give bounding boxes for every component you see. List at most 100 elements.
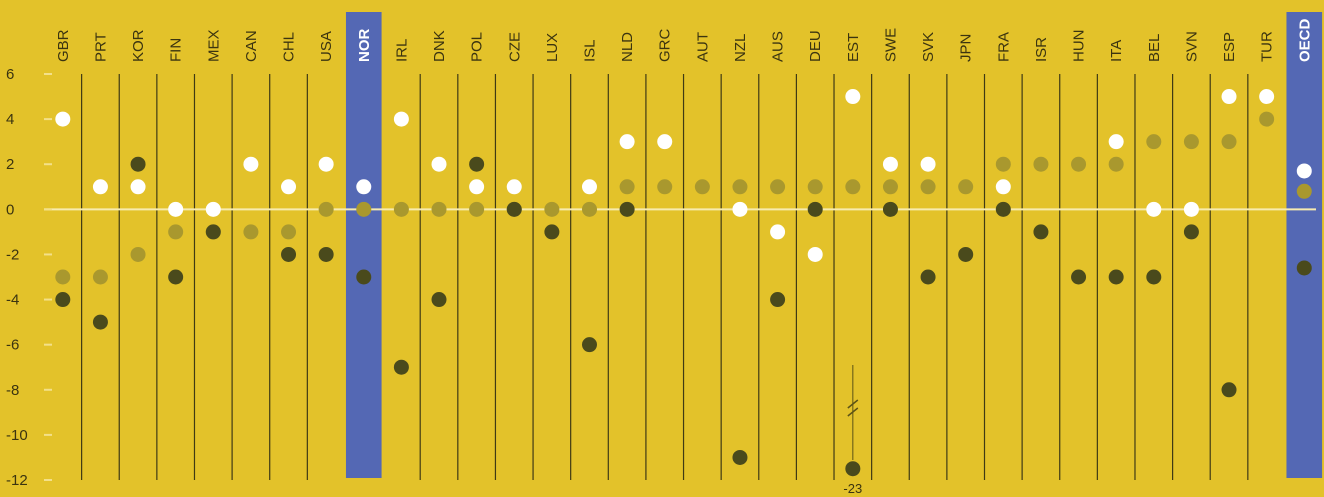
data-point-isl (581, 201, 597, 217)
data-point-fra (995, 201, 1011, 217)
highlight-band-nor (345, 12, 382, 478)
data-point-pol (469, 201, 485, 217)
data-point-dnk (431, 292, 447, 308)
x-label-gbr: GBR (55, 29, 72, 62)
data-point-jpn (958, 246, 974, 262)
annotations: -23 (843, 365, 862, 496)
data-point-deu (807, 246, 823, 262)
x-label-esp: ESP (1221, 32, 1238, 62)
data-point-esp (1221, 89, 1237, 105)
x-label-isr: ISR (1033, 37, 1050, 62)
data-point-svk (920, 179, 936, 195)
data-point-swe (882, 179, 898, 195)
x-label-tur: TUR (1259, 31, 1276, 62)
x-label-usa: USA (318, 31, 335, 62)
data-point-bel (1146, 201, 1162, 217)
data-point-esp (1221, 382, 1237, 398)
x-label-hun: HUN (1071, 30, 1088, 63)
axis-break-marker (847, 399, 859, 417)
data-point-cze (506, 179, 522, 195)
x-label-jpn: JPN (958, 34, 975, 62)
x-label-cze: CZE (506, 32, 523, 62)
data-point-fra (995, 179, 1011, 195)
x-label-swe: SWE (882, 28, 899, 62)
data-point-kor (130, 179, 146, 195)
x-label-mex: MEX (205, 29, 222, 62)
y-tick-label: -10 (6, 427, 28, 444)
data-point-aut (694, 179, 710, 195)
data-point-svn (1183, 134, 1199, 150)
x-label-oecd: OECD (1296, 18, 1313, 62)
data-point-bel (1146, 269, 1162, 285)
data-point-deu (807, 179, 823, 195)
x-label-pol: POL (469, 32, 486, 62)
data-point-fra (995, 156, 1011, 172)
x-label-svn: SVN (1183, 31, 1200, 62)
data-point-lux (544, 201, 560, 217)
data-point-fin (168, 201, 184, 217)
x-label-svk: SVK (920, 32, 937, 62)
data-point-isr (1033, 224, 1049, 240)
highlight-bands (345, 12, 1323, 478)
data-point-svk (920, 156, 936, 172)
data-point-can (243, 156, 259, 172)
data-point-can (243, 224, 259, 240)
data-point-nor (356, 201, 372, 217)
data-point-grc (657, 179, 673, 195)
data-point-gbr (55, 292, 71, 308)
data-point-dnk (431, 201, 447, 217)
data-point-nzl (732, 449, 748, 465)
x-label-can: CAN (243, 30, 260, 62)
data-point-aus (770, 179, 786, 195)
data-point-prt (92, 269, 108, 285)
data-point-hun (1071, 269, 1087, 285)
data-point-nor (356, 269, 372, 285)
data-point-gbr (55, 111, 71, 127)
x-label-aut: AUT (694, 32, 711, 62)
data-point-deu (807, 201, 823, 217)
data-point-irl (393, 111, 409, 127)
x-label-grc: GRC (657, 29, 674, 63)
data-point-usa (318, 246, 334, 262)
x-label-nld: NLD (619, 32, 636, 62)
data-point-prt (92, 179, 108, 195)
data-point-hun (1071, 156, 1087, 172)
y-tick-label: -2 (6, 246, 19, 263)
data-point-cze (506, 201, 522, 217)
data-point-nld (619, 134, 635, 150)
y-tick-label: 4 (6, 111, 14, 128)
data-point-nld (619, 179, 635, 195)
x-label-prt: PRT (92, 32, 109, 62)
data-point-isl (581, 337, 597, 353)
data-point-irl (393, 201, 409, 217)
data-point-isl (581, 179, 597, 195)
data-point-svk (920, 269, 936, 285)
data-point-svn (1183, 224, 1199, 240)
x-axis-labels: GBR PRT KOR FIN MEX CAN CHL USA NOR IRL DNK POL CZE L… (55, 18, 1313, 62)
data-point-ita (1108, 156, 1124, 172)
data-point-est (845, 179, 861, 195)
data-point-aus (770, 224, 786, 240)
x-label-fra: FRA (995, 32, 1012, 62)
data-point-nor (356, 179, 372, 195)
x-label-fin: FIN (168, 38, 185, 62)
x-label-deu: DEU (807, 30, 824, 62)
data-point-usa (318, 201, 334, 217)
x-label-nzl: NZL (732, 34, 749, 62)
x-label-kor: KOR (130, 29, 147, 62)
data-point-chl (281, 224, 297, 240)
y-tick-label: 6 (6, 66, 14, 83)
data-point-usa (318, 156, 334, 172)
data-point-jpn (958, 179, 974, 195)
data-point-ita (1108, 269, 1124, 285)
data-point-fin (168, 224, 184, 240)
x-label-dnk: DNK (431, 30, 448, 62)
data-point-est (845, 461, 861, 477)
highlight-band-oecd (1286, 12, 1323, 478)
y-tick-label: -6 (6, 337, 19, 354)
data-point-isr (1033, 156, 1049, 172)
y-axis: 6 4 2 0 -2 -4 -6 -8 -10 -12 (6, 66, 52, 489)
y-tick-label: 0 (6, 201, 14, 218)
column-separators (81, 74, 1249, 480)
